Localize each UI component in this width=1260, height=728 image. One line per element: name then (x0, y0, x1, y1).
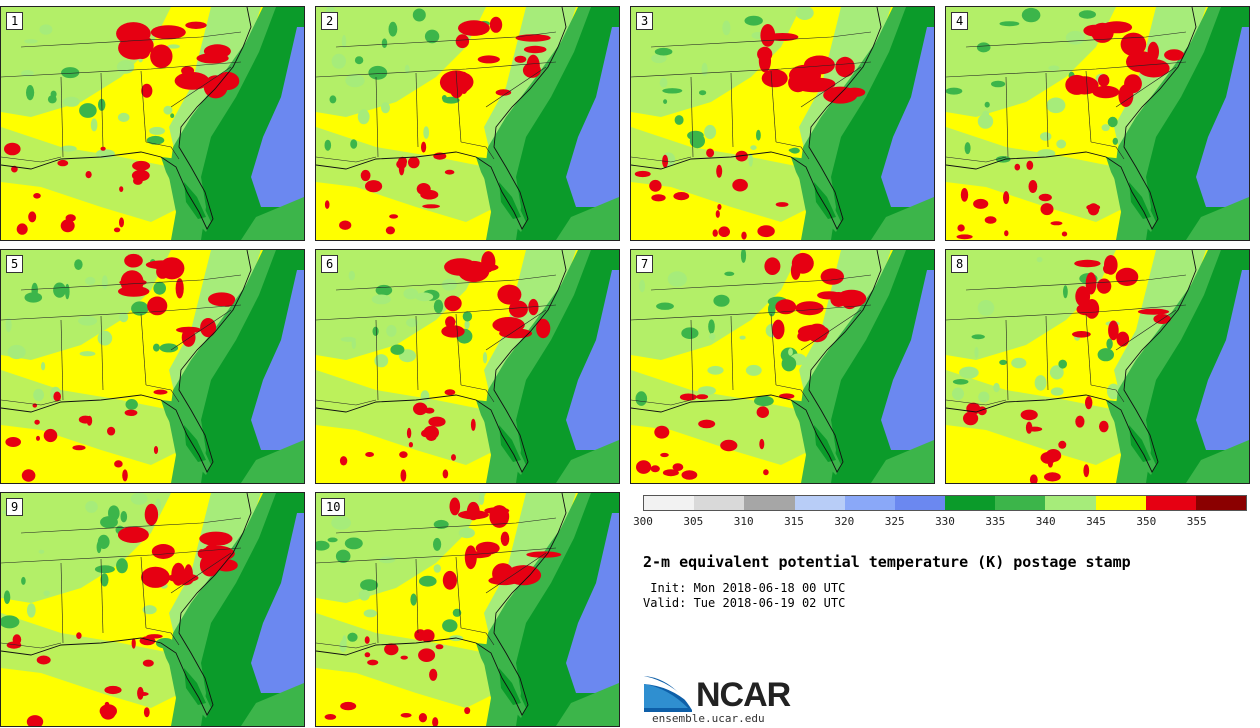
member-number-label: 5 (6, 255, 24, 273)
ensemble-member-map: 2 (315, 6, 620, 241)
member-number-label: 8 (951, 255, 969, 273)
figure-title: 2-m equivalent potential temperature (K)… (643, 553, 1131, 571)
colorbar-segment (1145, 496, 1196, 510)
colorbar-labels: 300 305 310 315 320 325 330 335 340 345 350 355 (633, 515, 1247, 529)
member-number-label: 6 (321, 255, 339, 273)
member-number-label: 3 (636, 12, 654, 30)
ncar-logo-text: NCAR (696, 676, 791, 714)
valid-time: Valid: Tue 2018-06-19 02 UTC (643, 596, 846, 610)
ensemble-member-map: 8 (945, 249, 1250, 484)
ncar-logo-swoosh (644, 676, 692, 712)
colorbar-tick-label: 305 (683, 515, 704, 528)
colorbar-segment (894, 496, 946, 510)
member-number-label: 10 (321, 498, 346, 516)
colorbar-segment (844, 496, 895, 510)
colorbar-tick-label: 355 (1186, 515, 1207, 528)
init-time: Init: Mon 2018-06-18 00 UTC (643, 581, 846, 595)
member-number-label: 7 (636, 255, 654, 273)
ensemble-member-map: 10 (315, 492, 620, 727)
colorbar-tick-label: 335 (985, 515, 1006, 528)
colorbar-segment (945, 496, 996, 510)
colorbar-tick-label: 340 (1035, 515, 1056, 528)
ensemble-member-map: 5 (0, 249, 305, 484)
colorbar-segment (744, 496, 795, 510)
colorbar-tick-label: 315 (784, 515, 804, 528)
colorbar (643, 495, 1247, 511)
ensemble-member-map: 1 (0, 6, 305, 241)
member-number-label: 1 (6, 12, 24, 30)
colorbar-tick-label: 350 (1136, 515, 1157, 528)
colorbar-tick-label: 345 (1086, 515, 1106, 528)
colorbar-segment (694, 496, 745, 510)
colorbar-tick-label: 320 (834, 515, 855, 528)
ensemble-member-map: 9 (0, 492, 305, 727)
colorbar-tick-label: 300 (633, 515, 653, 528)
member-number-label: 9 (6, 498, 24, 516)
colorbar-segment (1195, 496, 1247, 510)
ensemble-member-map: 3 (630, 6, 935, 241)
colorbar-segment (995, 496, 1046, 510)
colorbar-tick-label: 325 (884, 515, 905, 528)
colorbar-tick-label: 330 (935, 515, 955, 528)
ensemble-member-map: 6 (315, 249, 620, 484)
colorbar-segment (794, 496, 845, 510)
member-number-label: 2 (321, 12, 339, 30)
member-number-label: 4 (951, 12, 969, 30)
ensemble-member-map: 7 (630, 249, 935, 484)
logo-url: ensemble.ucar.edu (652, 712, 765, 725)
colorbar-segment (644, 496, 695, 510)
colorbar-segment (1045, 496, 1096, 510)
ensemble-member-map: 4 (945, 6, 1250, 241)
colorbar-segment (1095, 496, 1146, 510)
colorbar-tick-label: 310 (733, 515, 754, 528)
